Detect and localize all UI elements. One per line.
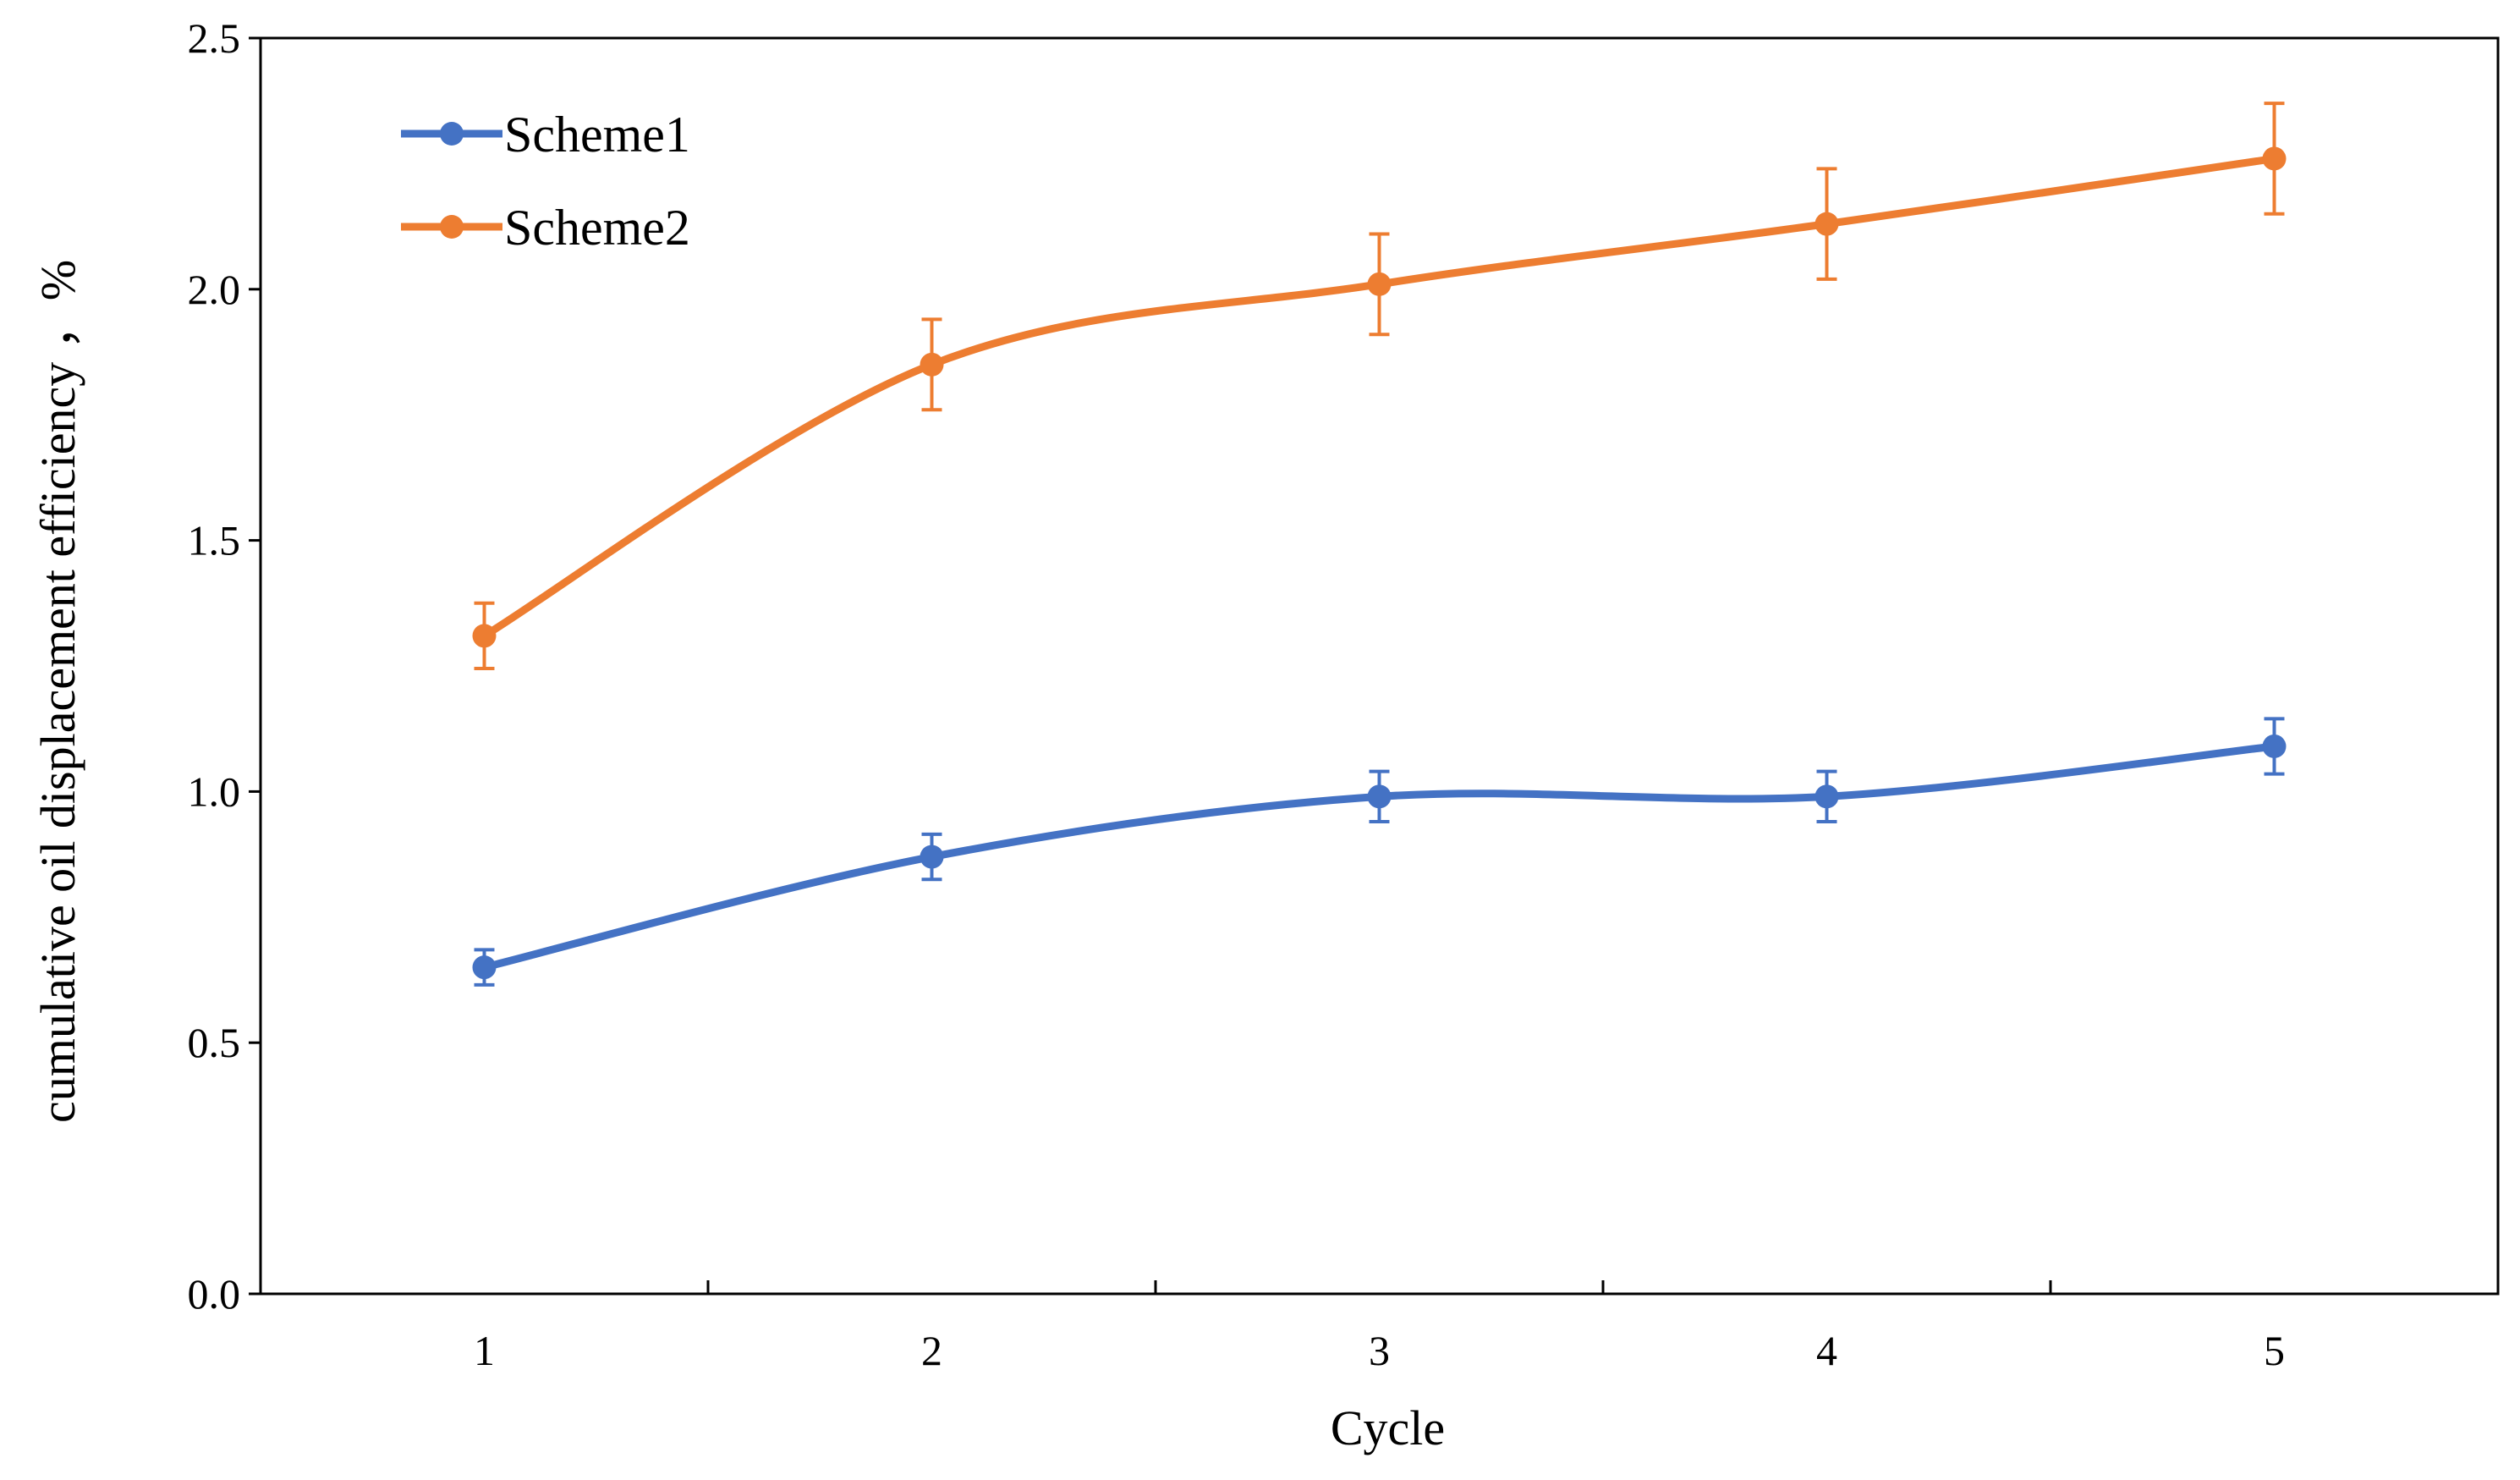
x-tick-label: 5: [2264, 1327, 2285, 1374]
plot-frame: [259, 36, 2500, 1296]
data-point: [472, 624, 497, 648]
y-tick-label: 2.0: [188, 266, 241, 313]
y-tick-label: 1.0: [188, 768, 241, 815]
data-point: [920, 352, 944, 377]
plot-area-border: [259, 36, 2500, 1296]
y-tick-label: 0.5: [188, 1019, 241, 1066]
data-point: [1815, 212, 1839, 236]
x-axis: 1 2 3 4 5: [474, 1280, 2285, 1374]
data-point: [1815, 784, 1839, 809]
series-layer: [472, 102, 2287, 987]
data-point: [472, 955, 497, 980]
series-scheme1: [472, 717, 2287, 987]
data-point: [920, 845, 944, 869]
legend: Scheme1 Scheme2: [401, 107, 690, 256]
legend-item-scheme2: Scheme2: [401, 200, 690, 256]
x-tick-label: 2: [921, 1327, 942, 1374]
series-line: [480, 154, 2278, 640]
y-tick-label: 2.5: [188, 14, 241, 62]
x-tick-label: 3: [1369, 1327, 1390, 1374]
x-tick-label: 1: [474, 1327, 495, 1374]
y-axis: 0.0 0.5 1.0 1.5 2.0 2.5: [188, 14, 261, 1318]
data-point: [1367, 784, 1392, 809]
x-axis-title: Cycle: [1331, 1400, 1445, 1455]
data-point: [1367, 272, 1392, 296]
legend-swatch-marker: [440, 122, 464, 146]
y-tick-label: 1.5: [188, 517, 241, 564]
legend-item-scheme1: Scheme1: [401, 107, 690, 162]
data-point: [2262, 146, 2287, 171]
y-tick-label: 0.0: [188, 1270, 241, 1318]
data-point: [2262, 734, 2287, 758]
series-scheme2: [472, 102, 2287, 670]
legend-swatch-marker: [440, 215, 464, 239]
legend-label: Scheme2: [504, 200, 690, 256]
legend-label: Scheme1: [504, 107, 690, 162]
y-axis-title: cumulative oil displacement efficiency ，…: [30, 260, 85, 1123]
x-tick-label: 4: [1816, 1327, 1837, 1374]
